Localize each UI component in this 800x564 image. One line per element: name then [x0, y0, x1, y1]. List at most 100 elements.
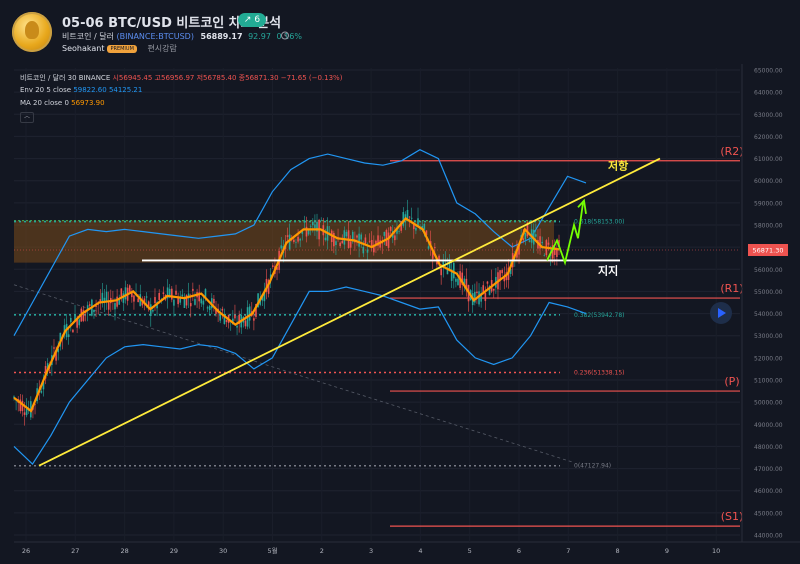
envelope-lower-line: [13, 286, 587, 466]
candle-body: [95, 305, 97, 307]
author-name[interactable]: Seohakant: [62, 44, 105, 53]
candle-body: [499, 270, 501, 281]
y-tick-label: 52000.00: [754, 355, 783, 362]
fib-level-label: 0.236(51338.15): [574, 370, 625, 377]
candle-body: [396, 227, 398, 234]
legend-collapse-icon[interactable]: ︿: [20, 112, 34, 123]
candle-body: [158, 292, 160, 300]
candle-body: [72, 329, 74, 333]
candle-body: [19, 399, 22, 412]
candle-body: [88, 304, 91, 306]
candle-body: [177, 298, 179, 305]
y-tick-label: 50000.00: [754, 400, 783, 407]
candle-body: [307, 229, 310, 235]
candle-body: [543, 255, 546, 256]
candle-body: [501, 270, 503, 274]
fib-level-label: 0.382(53942.78): [574, 312, 625, 319]
candle-body: [25, 408, 28, 416]
premium-badge: PREMIUM: [107, 44, 137, 53]
candle-body: [21, 400, 24, 412]
y-tick-label: 61000.00: [754, 156, 783, 163]
candle-body: [303, 220, 306, 223]
candle-body: [141, 300, 144, 306]
candle-body: [257, 293, 259, 308]
candle-body: [223, 317, 226, 324]
candle-body: [213, 298, 215, 304]
candle-body: [413, 223, 415, 230]
candle-body: [509, 269, 512, 274]
x-tick-label: 10: [712, 547, 720, 555]
candle-body: [402, 212, 405, 226]
pivot-label: (R2): [720, 145, 743, 158]
candle-body: [299, 238, 301, 241]
candle-body: [78, 319, 81, 326]
candle-body: [524, 233, 527, 240]
candle-body: [99, 299, 102, 303]
candle-body: [261, 296, 264, 301]
candle-body: [406, 209, 409, 220]
candle-body: [375, 240, 377, 245]
candle-body: [263, 290, 266, 302]
candle-body: [387, 232, 390, 248]
alarm-clock-icon[interactable]: [280, 30, 290, 40]
x-tick-label: 29: [170, 547, 178, 555]
candle-body: [484, 292, 487, 302]
candle-body: [309, 226, 312, 227]
candle-body: [503, 276, 506, 282]
candle-body: [541, 241, 543, 244]
x-tick-label: 26: [22, 547, 30, 555]
candle-body: [335, 241, 337, 246]
candle-body: [234, 314, 236, 319]
candle-body: [343, 230, 346, 245]
instrument-name[interactable]: 비트코인 / 달러: [62, 32, 114, 41]
candle-body: [333, 232, 335, 247]
x-tick-label: 6: [517, 547, 521, 555]
candle-body: [547, 242, 550, 245]
candle-body: [486, 281, 489, 284]
candle-body: [219, 312, 222, 321]
play-icon[interactable]: [710, 302, 732, 324]
candle-body: [272, 265, 274, 267]
candle-body: [67, 334, 70, 338]
legend-ma-label: MA 20 close 0: [20, 99, 69, 107]
candle-body: [394, 235, 396, 241]
pivot-label: (S1): [721, 510, 744, 523]
candle-body: [82, 310, 85, 321]
candle-body: [181, 294, 184, 297]
legend-ma[interactable]: MA 20 close 0 56973.90: [20, 99, 105, 107]
candle-body: [93, 309, 95, 313]
candle-body: [183, 298, 186, 308]
candle-body: [202, 300, 205, 305]
instrument-price: 56889.17: [200, 32, 243, 41]
candle-body: [101, 292, 104, 303]
candle-body: [70, 317, 72, 323]
instrument-symbol[interactable]: (BINANCE:BTCUSD): [116, 32, 194, 41]
candle-body: [553, 247, 556, 255]
fib-level-label: 0.618(58153.00): [574, 219, 625, 226]
candle-body: [253, 318, 255, 321]
envelope-upper-line: [13, 149, 587, 336]
boost-badge[interactable]: ↗ 6: [238, 13, 266, 27]
instrument-change: 92.97: [248, 32, 271, 41]
chart-area[interactable]: 44000.00 45000.00 46000.00 47000.00 48000.00…: [12, 64, 800, 564]
candle-body: [131, 292, 133, 298]
candle-body: [120, 288, 123, 298]
candle-body: [236, 325, 238, 328]
price-chart[interactable]: 44000.00 45000.00 46000.00 47000.00 48000.00…: [12, 64, 800, 564]
candle-body: [528, 240, 531, 242]
candle-body: [265, 279, 268, 292]
x-tick-label: 28: [120, 547, 128, 555]
candle-body: [446, 268, 449, 275]
candle-body: [200, 298, 203, 304]
rising-trendline: [38, 157, 661, 467]
candle-body: [400, 221, 402, 231]
candle-body: [455, 278, 457, 282]
candle-body: [425, 230, 428, 236]
author-avatar[interactable]: [12, 12, 52, 52]
pivot-label: (P): [724, 375, 739, 388]
legend-envelope[interactable]: Env 20 5 close 59822.60 54125.21: [20, 86, 142, 94]
fib-level-label: 0(47127.94): [574, 463, 611, 470]
candle-body: [516, 250, 518, 258]
follow-button[interactable]: 편시강람: [147, 44, 177, 53]
candle-body: [288, 234, 291, 250]
